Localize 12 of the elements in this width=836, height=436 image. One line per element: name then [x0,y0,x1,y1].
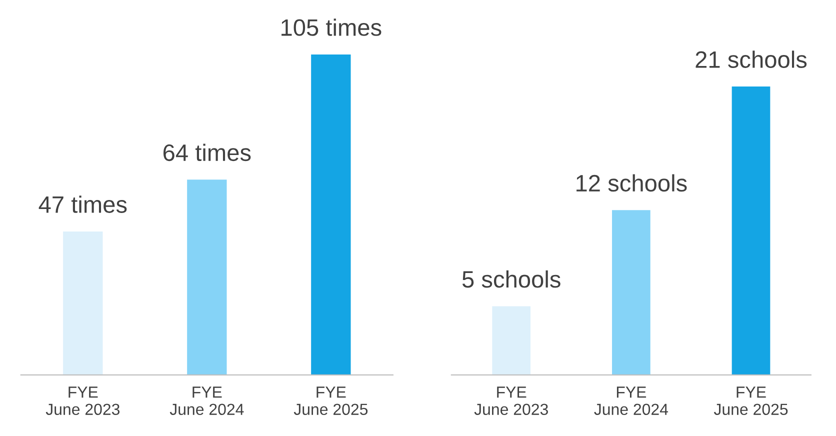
data-label: 47 times [38,196,127,213]
data-label: 12 schools [576,174,687,192]
x-tick-label: FYE June 2024 [170,386,244,416]
x-tick-label: FYE June 2023 [46,386,120,416]
data-label: 21 schools [696,50,807,68]
x-tick-label: FYE June 2025 [294,386,368,416]
x-tick-label: FYE June 2024 [594,386,668,416]
x-tick-label: FYE June 2025 [714,386,788,416]
data-label: 64 times [163,144,251,162]
data-label: 105 times [282,18,382,36]
x-tick-label: FYE June 2023 [474,386,548,416]
data-label: 5 schools [462,270,560,288]
